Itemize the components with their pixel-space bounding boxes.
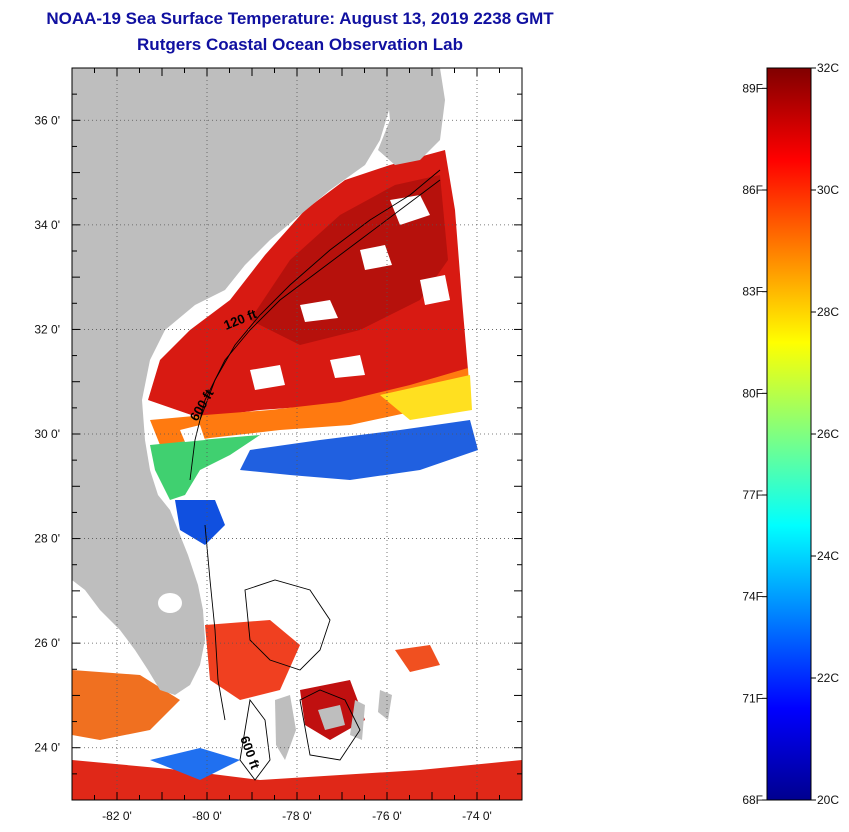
lon-tick-label: -82 0' (102, 809, 132, 823)
map-subtitle: Rutgers Coastal Ocean Observation Lab (137, 35, 463, 54)
cloud-mask (180, 195, 450, 442)
lat-tick-label: 28 0' (34, 532, 60, 546)
land-bahamas-2 (318, 705, 345, 730)
colorbar-celsius-label: 24C (817, 549, 839, 563)
colorbar-fahrenheit-label: 83F (742, 285, 763, 299)
colorbar-fahrenheit-label: 89F (742, 81, 763, 95)
sst-patch-south-1 (205, 620, 300, 700)
colorbar-celsius-label: 26C (817, 427, 839, 441)
sst-patch-south-2 (72, 670, 180, 740)
lon-tick-label: -76 0' (372, 809, 402, 823)
colorbar-celsius-label: 32C (817, 61, 839, 75)
map-minor-ticks (71, 67, 523, 801)
sst-patch-south-6 (395, 645, 440, 672)
sst-swath-blue-south (175, 500, 225, 545)
land-bahamas-3 (350, 700, 365, 740)
colorbar-celsius-label: 30C (817, 183, 839, 197)
sst-swath-blue (240, 420, 478, 480)
sst-swath-yellow (380, 375, 472, 420)
colorbar-gradient (766, 67, 812, 801)
lat-tick-label: 24 0' (34, 741, 60, 755)
colorbar-fahrenheit-label: 77F (742, 488, 763, 502)
map-grid (72, 68, 522, 800)
lon-axis-labels: -82 0' -80 0' -78 0' -76 0' -74 0' (102, 809, 492, 823)
lake-okeechobee (158, 593, 182, 613)
land-outer-banks (378, 68, 445, 165)
land-bahamas-4 (378, 690, 392, 720)
lat-tick-label: 36 0' (34, 113, 60, 127)
colorbar-fahrenheit-label: 86F (742, 183, 763, 197)
colorbar-fahrenheit-label: 68F (742, 793, 763, 807)
lat-axis-labels: 36 0' 34 0' 32 0' 30 0' 28 0' 26 0' 24 0' (34, 113, 60, 754)
colorbar-fahrenheit-labels: 89F 86F 83F 80F 77F 74F 71F 68F (742, 81, 767, 807)
sst-patch-south-5 (150, 748, 240, 780)
land-bahamas-1 (275, 695, 296, 760)
map-title: NOAA-19 Sea Surface Temperature: August … (46, 9, 554, 28)
colorbar-celsius-label: 28C (817, 305, 839, 319)
lat-tick-label: 34 0' (34, 218, 60, 232)
lat-tick-label: 30 0' (34, 427, 60, 441)
lat-tick-label: 32 0' (34, 322, 60, 336)
lat-tick-label: 26 0' (34, 636, 60, 650)
lon-tick-label: -78 0' (282, 809, 312, 823)
lon-tick-label: -80 0' (192, 809, 222, 823)
colorbar-celsius-label: 20C (817, 793, 839, 807)
colorbar-fahrenheit-label: 80F (742, 386, 763, 400)
colorbar-celsius-label: 22C (817, 671, 839, 685)
lon-tick-label: -74 0' (462, 809, 492, 823)
sst-swath-green (150, 435, 260, 500)
sst-swath-orange (150, 368, 470, 445)
colorbar-celsius-labels: 32C 30C 28C 26C 24C 22C 20C (811, 61, 839, 807)
colorbar-fahrenheit-label: 71F (742, 691, 763, 705)
colorbar-fahrenheit-label: 74F (742, 590, 763, 604)
